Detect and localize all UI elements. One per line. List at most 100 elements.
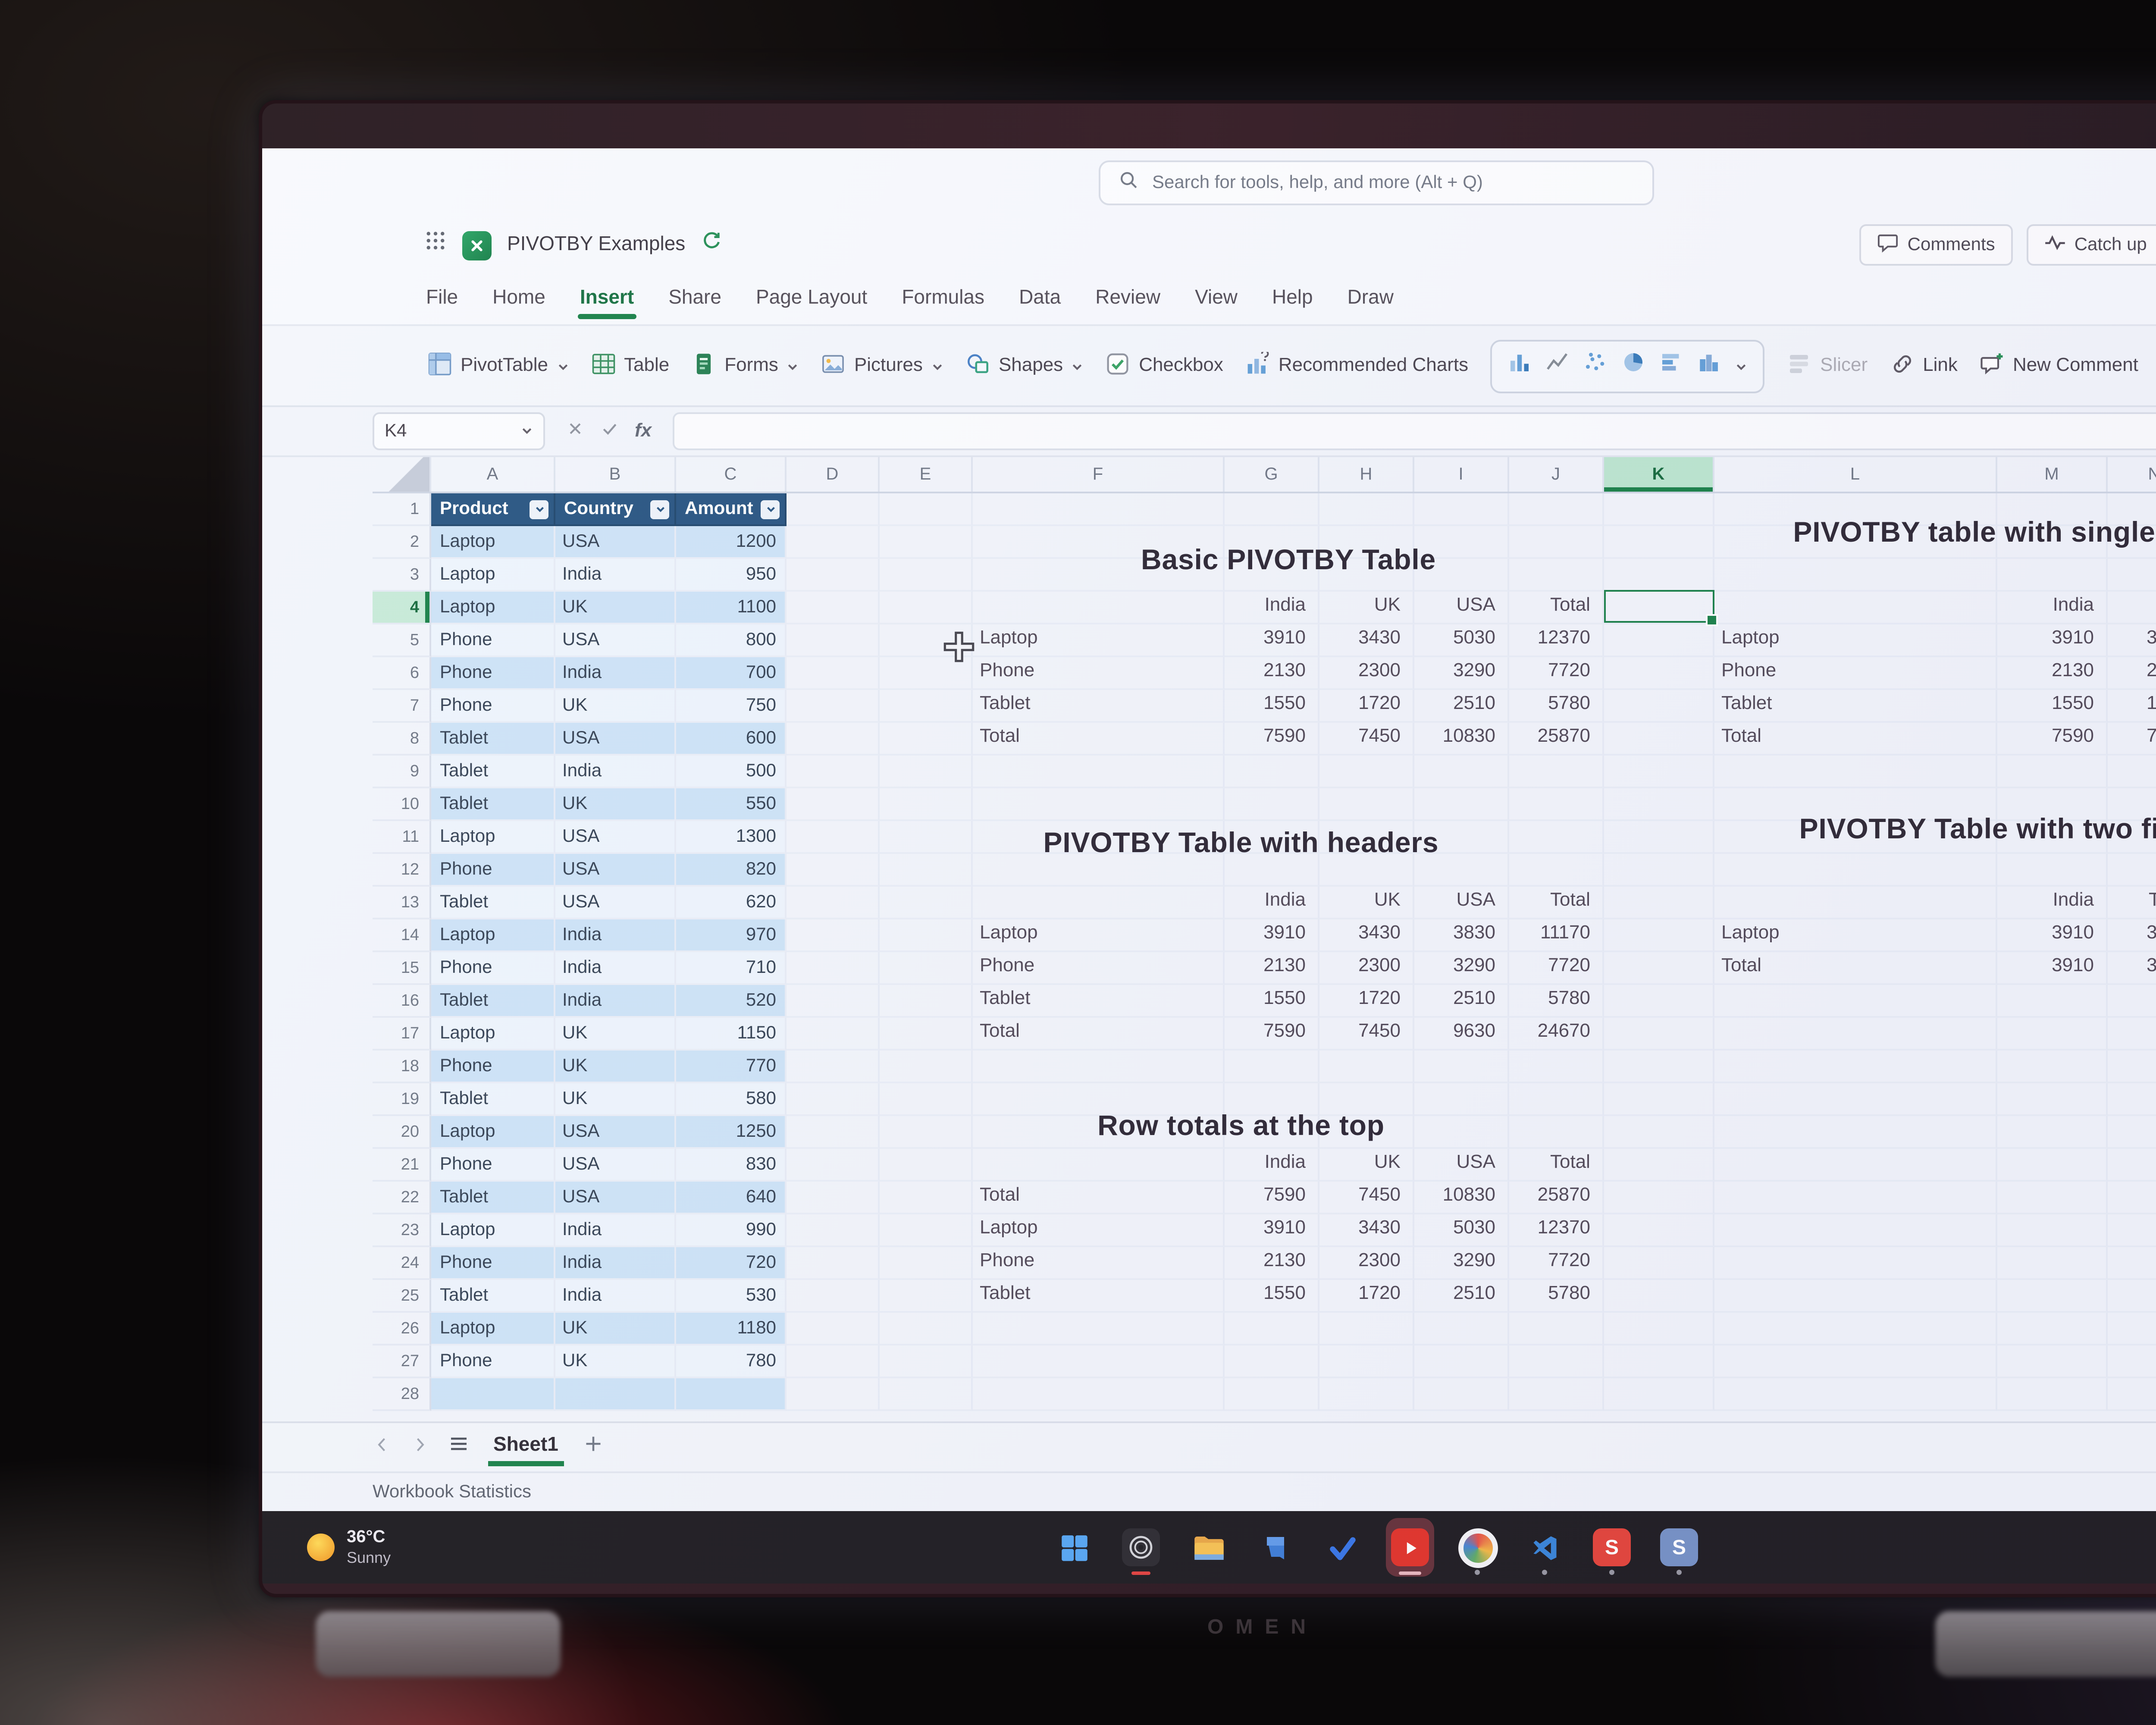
cell[interactable] (973, 559, 1225, 592)
pie-chart-icon[interactable] (1622, 349, 1646, 382)
cell[interactable] (1604, 657, 1714, 690)
histogram-chart-icon[interactable] (1698, 349, 1722, 382)
row-header-10[interactable]: 10 (373, 788, 431, 821)
cell[interactable] (973, 592, 1225, 624)
cell[interactable] (880, 592, 973, 624)
row-header-5[interactable]: 5 (373, 624, 431, 657)
cell[interactable] (1509, 1313, 1604, 1346)
column-header-d[interactable]: D (787, 457, 880, 492)
cell[interactable] (1225, 624, 1319, 657)
cell[interactable]: India (555, 1214, 676, 1247)
cell[interactable] (1319, 887, 1414, 919)
cell[interactable] (1604, 1280, 1714, 1313)
cell[interactable] (973, 1378, 1225, 1411)
cell[interactable]: 1200 (676, 526, 787, 559)
cell[interactable] (1604, 854, 1714, 887)
cell[interactable] (880, 1378, 973, 1411)
add-sheet-icon[interactable] (583, 1432, 603, 1463)
cell[interactable] (1509, 624, 1604, 657)
cell[interactable] (1509, 690, 1604, 723)
cell[interactable] (1225, 1247, 1319, 1280)
workbook-title[interactable]: PIVOTBY Examples (507, 235, 686, 255)
cell[interactable] (1319, 690, 1414, 723)
cell[interactable] (1414, 723, 1509, 756)
column-header-g[interactable]: G (1225, 457, 1319, 492)
cell[interactable]: UK (555, 788, 676, 821)
cell[interactable]: USA (555, 821, 676, 854)
cell[interactable] (1997, 559, 2108, 592)
cell[interactable] (1604, 1051, 1714, 1083)
cell[interactable] (1714, 952, 1997, 985)
cell[interactable]: India (555, 952, 676, 985)
tab-home[interactable]: Home (492, 287, 545, 308)
cell[interactable] (1414, 1214, 1509, 1247)
cell[interactable] (880, 1346, 973, 1378)
column-header-i[interactable]: I (1414, 457, 1509, 492)
cell[interactable] (1319, 559, 1414, 592)
cell[interactable]: Laptop (431, 821, 555, 854)
cell[interactable] (787, 952, 880, 985)
cell[interactable] (1225, 592, 1319, 624)
blue-s-app-icon[interactable]: S (1655, 1518, 1703, 1577)
cell[interactable] (1997, 1051, 2108, 1083)
cell[interactable] (1714, 592, 1997, 624)
cell[interactable] (1319, 756, 1414, 788)
cell[interactable]: 530 (676, 1280, 787, 1313)
cell[interactable] (2108, 1083, 2156, 1116)
cell[interactable] (1509, 1051, 1604, 1083)
cell[interactable] (1414, 1313, 1509, 1346)
cell[interactable] (2108, 1182, 2156, 1214)
cell[interactable] (1414, 592, 1509, 624)
column-header-a[interactable]: A (431, 457, 555, 492)
cell[interactable] (880, 1313, 973, 1346)
cell[interactable] (1509, 887, 1604, 919)
row-header-3[interactable]: 3 (373, 559, 431, 592)
cell[interactable] (1509, 788, 1604, 821)
cell[interactable]: Phone (431, 1149, 555, 1182)
cell[interactable] (1997, 952, 2108, 985)
cell[interactable] (973, 1149, 1225, 1182)
table-button[interactable]: Table (591, 351, 669, 380)
cell[interactable] (1509, 1182, 1604, 1214)
cell[interactable]: 750 (676, 690, 787, 723)
cell[interactable] (1997, 526, 2108, 559)
cell[interactable] (1225, 1346, 1319, 1378)
cell[interactable] (1319, 592, 1414, 624)
cell[interactable] (973, 919, 1225, 952)
cell[interactable] (880, 788, 973, 821)
cell[interactable]: 500 (676, 756, 787, 788)
cell[interactable]: 820 (676, 854, 787, 887)
row-header-27[interactable]: 27 (373, 1346, 431, 1378)
cell[interactable] (973, 1214, 1225, 1247)
cell[interactable] (2108, 723, 2156, 756)
cell[interactable]: Laptop (431, 1018, 555, 1051)
cell[interactable] (973, 1182, 1225, 1214)
cell[interactable] (1225, 952, 1319, 985)
name-box[interactable]: K4 (373, 412, 545, 450)
cell[interactable] (2108, 493, 2156, 526)
cell[interactable] (1319, 1182, 1414, 1214)
cell[interactable] (1225, 493, 1319, 526)
cancel-icon[interactable] (566, 416, 585, 447)
cell[interactable] (1997, 1083, 2108, 1116)
cell[interactable]: 990 (676, 1214, 787, 1247)
cell[interactable] (2108, 985, 2156, 1018)
cell[interactable]: 780 (676, 1346, 787, 1378)
cell[interactable] (1414, 526, 1509, 559)
app-launcher-icon[interactable] (424, 229, 447, 260)
cell[interactable] (1225, 526, 1319, 559)
cell[interactable] (1604, 1214, 1714, 1247)
new-comment-button[interactable]: New Comment (1980, 351, 2138, 380)
cell[interactable] (1509, 919, 1604, 952)
cell[interactable]: Tablet (431, 985, 555, 1018)
enter-check-icon[interactable] (600, 416, 619, 447)
cell[interactable] (880, 1018, 973, 1051)
cell[interactable] (676, 1378, 787, 1411)
cell[interactable]: Country (555, 493, 676, 526)
cell[interactable] (1997, 1378, 2108, 1411)
cell[interactable] (1319, 985, 1414, 1018)
cell[interactable] (1225, 985, 1319, 1018)
cell[interactable] (1604, 1378, 1714, 1411)
cell[interactable] (787, 1346, 880, 1378)
cell[interactable]: 1180 (676, 1313, 787, 1346)
